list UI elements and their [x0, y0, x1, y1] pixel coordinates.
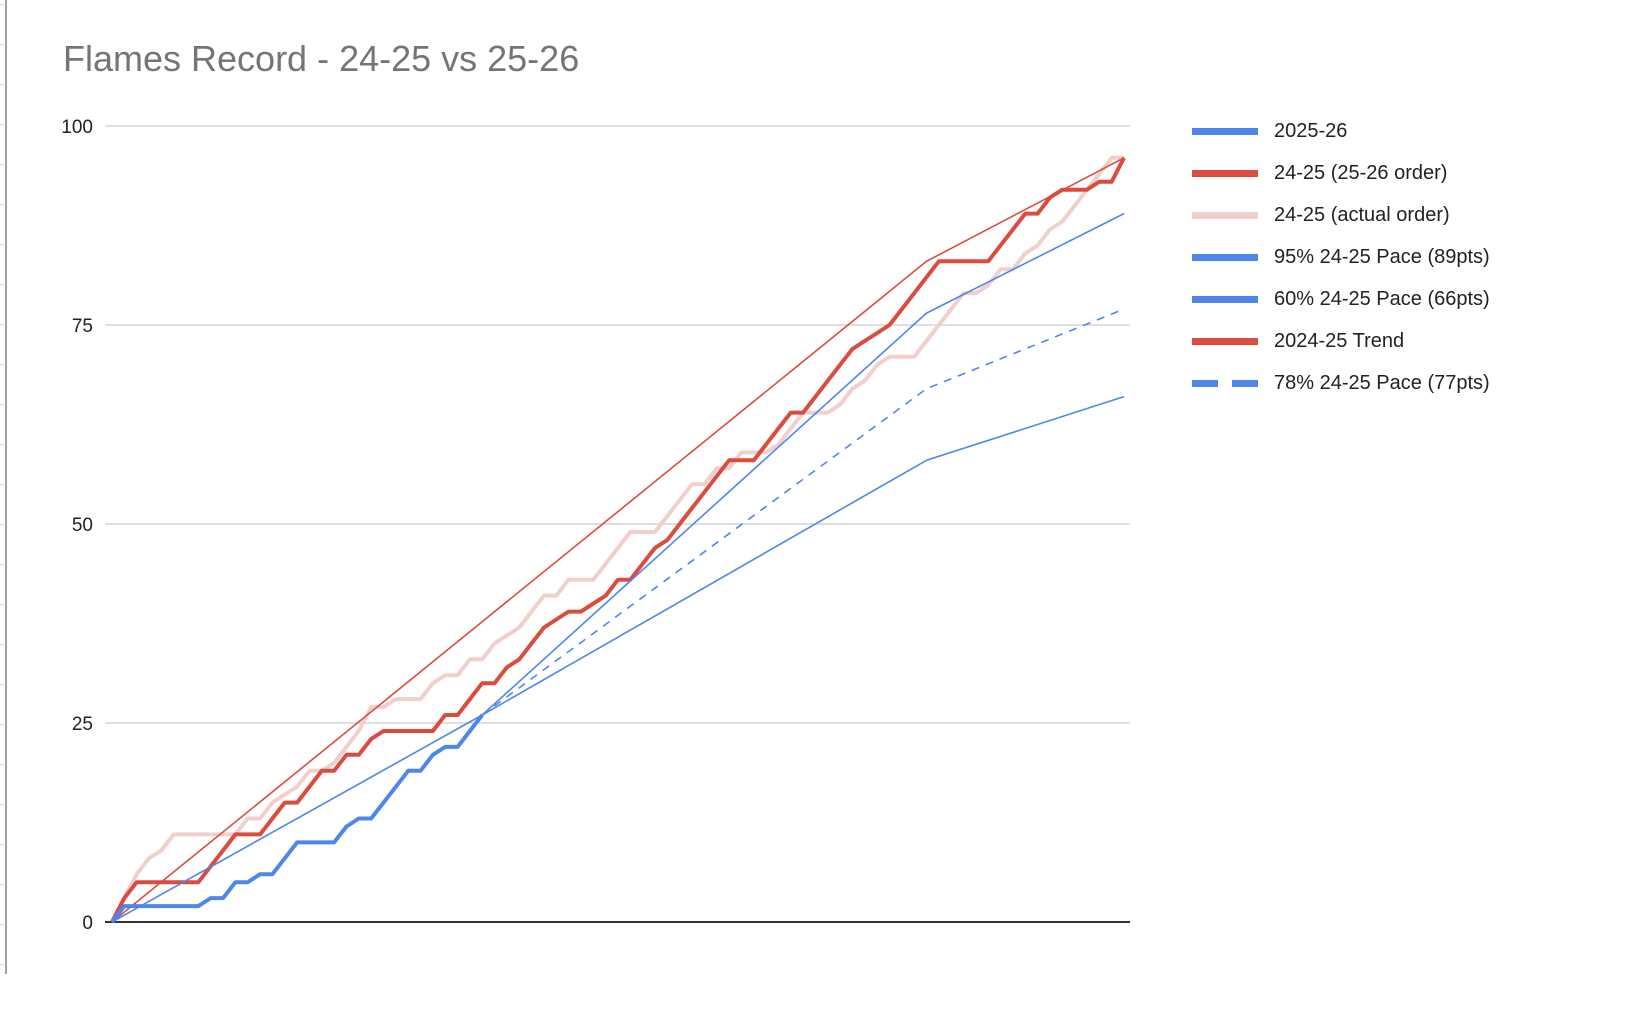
- legend-label: 95% 24-25 Pace (89pts): [1274, 245, 1490, 268]
- spreadsheet-row-divider: [0, 284, 4, 285]
- legend-label: 60% 24-25 Pace (66pts): [1274, 287, 1490, 310]
- plot-area: 0 25 50 75 100: [61, 117, 1130, 934]
- legend-dashed-line-icon: [1192, 379, 1258, 387]
- legend-label: 2024-25 Trend: [1274, 329, 1405, 352]
- spreadsheet-row-divider: [0, 524, 4, 525]
- spreadsheet-row-divider: [0, 644, 4, 645]
- spreadsheet-row-divider: [0, 684, 4, 685]
- legend-item[interactable]: 2024-25 Trend: [1192, 320, 1490, 362]
- legend-item[interactable]: 60% 24-25 Pace (66pts): [1192, 278, 1490, 320]
- legend-label: 24-25 (actual order): [1274, 203, 1450, 226]
- legend-line-icon: [1192, 337, 1258, 345]
- spreadsheet-row-divider: [0, 4, 4, 5]
- spreadsheet-row-divider: [0, 84, 4, 85]
- spreadsheet-row-divider: [0, 364, 4, 365]
- legend-item[interactable]: 78% 24-25 Pace (77pts): [1192, 362, 1490, 404]
- spreadsheet-row-divider: [0, 844, 4, 845]
- spreadsheet-row-divider: [0, 324, 4, 325]
- y-tick-label: 75: [72, 316, 93, 337]
- series-line-95-24-25-pace-89pts[interactable]: [481, 212, 1125, 716]
- series-line-2024-25-trend[interactable]: [111, 157, 1125, 923]
- y-axis-labels: 0 25 50 75 100: [61, 117, 93, 934]
- series-lines[interactable]: [110, 155, 1126, 924]
- y-tick-label: 25: [72, 714, 93, 735]
- legend-label: 24-25 (25-26 order): [1274, 161, 1448, 184]
- spreadsheet-row-divider: [0, 924, 4, 925]
- chart-container[interactable]: Flames Record - 24-25 vs 25-26 0 25 50 75 10…: [7, 0, 1568, 974]
- spreadsheet-row-divider: [0, 764, 4, 765]
- y-tick-label: 50: [72, 515, 93, 536]
- spreadsheet-edge: [0, 0, 7, 974]
- spreadsheet-row-divider: [0, 244, 4, 245]
- series-line-24-25-25-26-order[interactable]: [110, 156, 1126, 923]
- spreadsheet-row-divider: [0, 724, 4, 725]
- gridlines: [105, 125, 1130, 923]
- spreadsheet-row-divider: [0, 404, 4, 405]
- legend-item[interactable]: 24-25 (actual order): [1192, 194, 1490, 236]
- spreadsheet-row-divider: [0, 164, 4, 165]
- spreadsheet-row-divider: [0, 564, 4, 565]
- series-line-24-25-actual-order[interactable]: [110, 155, 1124, 923]
- legend-label: 2025-26: [1274, 119, 1348, 142]
- y-tick-label: 0: [82, 913, 93, 934]
- legend-item[interactable]: 24-25 (25-26 order): [1192, 152, 1490, 194]
- legend-line-icon: [1192, 253, 1258, 261]
- legend-label: 78% 24-25 Pace (77pts): [1274, 371, 1490, 394]
- series-line-2025-26[interactable]: [110, 713, 484, 924]
- spreadsheet-row-divider: [0, 804, 4, 805]
- legend-line-icon: [1192, 127, 1258, 135]
- spreadsheet-row-divider: [0, 444, 4, 445]
- legend-item[interactable]: 95% 24-25 Pace (89pts): [1192, 236, 1490, 278]
- spreadsheet-row-divider: [0, 44, 4, 45]
- y-tick-label: 100: [61, 117, 93, 138]
- spreadsheet-row-divider: [0, 884, 4, 885]
- legend: 2025-26 24-25 (25-26 order) 24-25 (actual …: [1192, 110, 1490, 404]
- legend-item[interactable]: 2025-26: [1192, 110, 1490, 152]
- spreadsheet-row-divider: [0, 204, 4, 205]
- series-line-2025-26-trend[interactable]: [111, 714, 483, 923]
- series-line-60-24-25-pace-66pts[interactable]: [481, 395, 1125, 716]
- legend-line-icon: [1192, 295, 1258, 303]
- spreadsheet-row-divider: [0, 484, 4, 485]
- spreadsheet-row-divider: [0, 124, 4, 125]
- chart-title: Flames Record - 24-25 vs 25-26: [63, 38, 580, 79]
- spreadsheet-row-divider: [0, 964, 4, 965]
- spreadsheet-row-divider: [0, 604, 4, 605]
- legend-line-icon: [1192, 169, 1258, 177]
- series-line-78-24-25-pace-77pts[interactable]: [481, 308, 1125, 716]
- legend-line-icon: [1192, 211, 1258, 219]
